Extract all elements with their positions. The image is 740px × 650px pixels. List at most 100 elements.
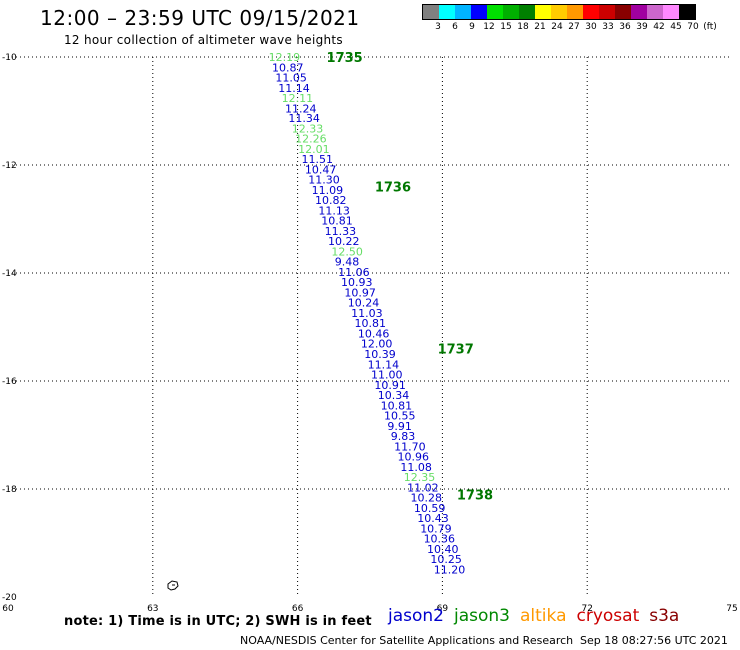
scale-label: 18 xyxy=(517,22,529,32)
color-scale-bar xyxy=(422,4,696,20)
wave-height-value: 11.03 xyxy=(351,307,383,320)
scale-swatch-1 xyxy=(439,5,455,19)
scale-label: 42 xyxy=(653,22,665,32)
time-label: 1737 xyxy=(438,343,474,358)
scale-swatch-0 xyxy=(423,5,439,19)
wave-height-value: 10.82 xyxy=(315,194,347,207)
wave-height-value: 12.35 xyxy=(404,471,436,484)
wave-height-value: 10.55 xyxy=(384,410,416,423)
time-label: 1736 xyxy=(375,181,411,196)
scale-label: 30 xyxy=(585,22,597,32)
page-subtitle: 12 hour collection of altimeter wave hei… xyxy=(64,33,343,47)
wave-height-value: 11.14 xyxy=(278,82,310,95)
wave-height-value: 11.70 xyxy=(394,440,426,453)
scale-label: 15 xyxy=(500,22,512,32)
wave-height-value: 10.96 xyxy=(398,451,430,464)
wave-height-value: 10.43 xyxy=(417,512,449,525)
scale-swatch-2 xyxy=(455,5,471,19)
wave-height-value: 12.11 xyxy=(282,92,314,105)
lon-axis-label: 66 xyxy=(292,604,304,614)
wave-height-value: 10.47 xyxy=(305,163,337,176)
wave-height-value: 11.06 xyxy=(338,266,370,279)
lat-axis-label: -12 xyxy=(2,161,17,171)
wave-height-value: 10.79 xyxy=(420,522,452,535)
wave-height-value: 10.39 xyxy=(364,348,396,361)
footer-note: note: 1) Time is in UTC; 2) SWH is in fe… xyxy=(64,614,372,629)
wave-height-value: 10.46 xyxy=(358,327,390,340)
wave-height-value: 12.00 xyxy=(361,338,393,351)
scale-swatch-9 xyxy=(567,5,583,19)
wave-height-value: 10.28 xyxy=(411,492,443,505)
wave-height-value: 10.22 xyxy=(328,235,360,248)
wave-height-value: 10.59 xyxy=(414,502,446,515)
lat-axis-label: -16 xyxy=(2,377,17,387)
scale-swatch-5 xyxy=(503,5,519,19)
generated-timestamp: Sep 18 08:27:56 UTC 2021 xyxy=(580,634,728,647)
scale-swatch-3 xyxy=(471,5,487,19)
wave-height-value: 11.05 xyxy=(275,72,307,85)
wave-height-value: 10.36 xyxy=(424,533,456,546)
lat-axis-label: -14 xyxy=(2,269,17,279)
scale-swatch-16 xyxy=(679,5,695,19)
wave-height-value: 10.81 xyxy=(355,317,387,330)
wave-height-value: 10.81 xyxy=(381,399,413,412)
wave-height-value: 10.25 xyxy=(430,553,462,566)
legend-entry-altika: altika xyxy=(520,606,567,626)
legend-entry-cryosat: cryosat xyxy=(576,606,640,626)
scale-label: 39 xyxy=(636,22,648,32)
wave-height-value: 11.30 xyxy=(308,174,340,187)
wave-height-value: 11.08 xyxy=(400,461,432,474)
wave-height-value: 11.14 xyxy=(368,358,400,371)
scale-label: 9 xyxy=(469,22,475,32)
scale-swatch-6 xyxy=(519,5,535,19)
wave-height-value: 11.13 xyxy=(318,204,350,217)
scale-swatch-10 xyxy=(583,5,599,19)
scale-label: 36 xyxy=(619,22,631,32)
scale-label: 6 xyxy=(452,22,458,32)
scale-swatch-13 xyxy=(631,5,647,19)
lat-axis-label: -20 xyxy=(2,593,17,603)
grid-lines xyxy=(8,56,732,597)
wave-height-value: 10.40 xyxy=(427,543,459,556)
scale-swatch-4 xyxy=(487,5,503,19)
lat-axis-label: -18 xyxy=(2,485,17,495)
scale-label: 33 xyxy=(602,22,614,32)
time-labels: 1735 1736 1737 1738 xyxy=(327,51,494,503)
scale-swatch-8 xyxy=(551,5,567,19)
wave-height-value: 9.48 xyxy=(335,256,360,269)
wave-height-value: 12.19 xyxy=(269,51,301,64)
observation-labels: 12.1910.8711.0511.1412.1111.2411.3412.33… xyxy=(269,51,466,576)
wave-height-value: 10.93 xyxy=(341,276,373,289)
wave-height-value: 10.81 xyxy=(321,215,353,228)
wave-height-value: 10.87 xyxy=(272,61,304,74)
legend-entry-jason3: jason3 xyxy=(454,606,510,626)
wave-height-value: 9.91 xyxy=(387,420,412,433)
scale-swatch-7 xyxy=(535,5,551,19)
wave-height-value: 12.01 xyxy=(298,143,330,156)
wave-height-value: 9.83 xyxy=(391,430,416,443)
wave-height-value: 12.50 xyxy=(331,245,363,258)
wave-height-value: 11.00 xyxy=(371,369,403,382)
scale-unit-label: (ft) xyxy=(703,22,717,32)
wave-height-value: 11.20 xyxy=(434,563,466,576)
scale-label: 3 xyxy=(435,22,441,32)
scale-swatch-15 xyxy=(663,5,679,19)
credit-text: NOAA/NESDIS Center for Satellite Applica… xyxy=(240,634,574,647)
wave-height-value: 10.97 xyxy=(344,286,376,299)
wave-height-value: 10.91 xyxy=(374,379,406,392)
lat-axis-label: -10 xyxy=(2,53,17,63)
wave-height-value: 11.24 xyxy=(285,102,317,115)
wave-height-value: 11.33 xyxy=(325,225,357,238)
scale-label: 24 xyxy=(551,22,563,32)
lon-axis-label: 69 xyxy=(437,604,449,614)
scale-label: 45 xyxy=(670,22,682,32)
scale-label: 12 xyxy=(483,22,495,32)
scale-label: 70 xyxy=(687,22,699,32)
lon-axis-label: 60 xyxy=(2,604,14,614)
scale-swatch-14 xyxy=(647,5,663,19)
lon-axis-label: 72 xyxy=(581,604,592,614)
legend-entry-jason2: jason2 xyxy=(388,606,444,626)
scale-label: 21 xyxy=(534,22,546,32)
